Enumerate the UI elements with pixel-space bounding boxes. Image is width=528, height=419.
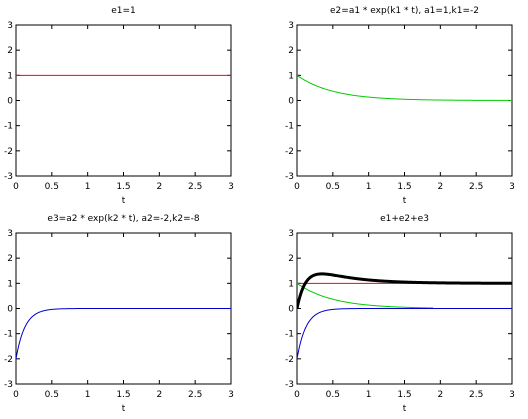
panel-title: e1=1 xyxy=(111,6,136,16)
y-tick-label: -1 xyxy=(4,330,13,340)
y-tick-label: -3 xyxy=(4,172,13,182)
series-line-2 xyxy=(297,282,434,309)
x-tick-label: 2.5 xyxy=(188,182,202,192)
y-tick-label: -3 xyxy=(4,380,13,390)
x-tick-label: 3 xyxy=(509,390,515,400)
series-line-1 xyxy=(16,308,231,359)
panel-title: e1+e2+e3 xyxy=(380,214,429,224)
y-tick-label: -2 xyxy=(4,147,13,157)
x-tick-label: 2.5 xyxy=(469,182,483,192)
x-tick-label: 2 xyxy=(437,390,443,400)
x-tick-label: 3 xyxy=(228,182,234,192)
y-tick-label: 3 xyxy=(288,21,294,31)
x-tick-label: 1 xyxy=(366,182,372,192)
y-tick-label: -1 xyxy=(285,122,294,132)
x-tick-label: 3 xyxy=(509,182,515,192)
y-tick-label: 0 xyxy=(7,305,13,315)
x-tick-label: 1.5 xyxy=(116,390,130,400)
panel-4: e1+e2+e3 0 0.5 1 1.5 2 2.5 3 -3 -2 -1 0 1 2 3 t xyxy=(285,214,515,414)
panel-title: e2=a1 * exp(k1 * t), a1=1,k1=-2 xyxy=(330,6,479,16)
x-axis-label: t xyxy=(122,404,126,414)
x-axis-label: t xyxy=(122,196,126,206)
x-tick-label: 0.5 xyxy=(326,390,340,400)
x-tick-label: 1.5 xyxy=(397,390,411,400)
x-tick-label: 1.5 xyxy=(397,182,411,192)
y-tick-label: -3 xyxy=(285,380,294,390)
y-tick-label: -1 xyxy=(285,330,294,340)
y-tick-label: 3 xyxy=(7,21,13,31)
y-tick-label: 2 xyxy=(7,46,13,56)
panel-title: e3=a2 * exp(k2 * t), a2=-2,k2=-8 xyxy=(47,214,199,224)
y-tick-label: 1 xyxy=(7,279,13,289)
x-tick-label: 0 xyxy=(294,182,300,192)
panel-2: e2=a1 * exp(k1 * t), a1=1,k1=-2 0 0.5 1 1.5 2… xyxy=(285,6,515,206)
x-tick-label: 2.5 xyxy=(469,390,483,400)
series-line-4 xyxy=(297,272,512,309)
x-tick-label: 2.5 xyxy=(188,390,202,400)
x-tick-label: 2 xyxy=(156,390,162,400)
y-tick-label: 1 xyxy=(7,71,13,81)
y-tick-label: 0 xyxy=(288,97,294,107)
y-tick-label: 2 xyxy=(288,254,294,264)
x-tick-label: 0 xyxy=(294,390,300,400)
x-tick-label: 1.5 xyxy=(116,182,130,192)
series-line-1 xyxy=(297,74,512,101)
x-tick-label: 2 xyxy=(437,182,443,192)
y-tick-label: -1 xyxy=(4,122,13,132)
x-axis-label: t xyxy=(403,196,407,206)
y-tick-label: 1 xyxy=(288,279,294,289)
x-tick-label: 0.5 xyxy=(45,390,59,400)
y-tick-label: 2 xyxy=(288,46,294,56)
series-line-3 xyxy=(297,308,512,359)
x-tick-label: 0 xyxy=(13,390,19,400)
y-tick-label: 3 xyxy=(7,229,13,239)
x-tick-label: 0 xyxy=(13,182,19,192)
x-tick-label: 3 xyxy=(228,390,234,400)
panel-3: e3=a2 * exp(k2 * t), a2=-2,k2=-8 0 0.5 1 1.5… xyxy=(4,214,234,414)
panel-1: e1=1 0 0.5 1 1.5 2 2.5 3 -3 -2 -1 0 1 2 3 t xyxy=(4,6,234,206)
x-tick-label: 0.5 xyxy=(45,182,59,192)
x-tick-label: 2 xyxy=(156,182,162,192)
x-axis-label: t xyxy=(403,404,407,414)
y-tick-label: -3 xyxy=(285,172,294,182)
x-tick-label: 1 xyxy=(85,182,91,192)
y-tick-label: 1 xyxy=(288,71,294,81)
y-tick-label: -2 xyxy=(285,355,294,365)
y-tick-label: 0 xyxy=(7,97,13,107)
x-tick-label: 1 xyxy=(85,390,91,400)
y-tick-label: -2 xyxy=(4,355,13,365)
y-tick-label: 0 xyxy=(288,305,294,315)
y-tick-label: 2 xyxy=(7,254,13,264)
y-tick-label: 3 xyxy=(288,229,294,239)
y-tick-label: -2 xyxy=(285,147,294,157)
x-tick-label: 0.5 xyxy=(326,182,340,192)
x-tick-label: 1 xyxy=(366,390,372,400)
plot-frame xyxy=(15,24,232,177)
